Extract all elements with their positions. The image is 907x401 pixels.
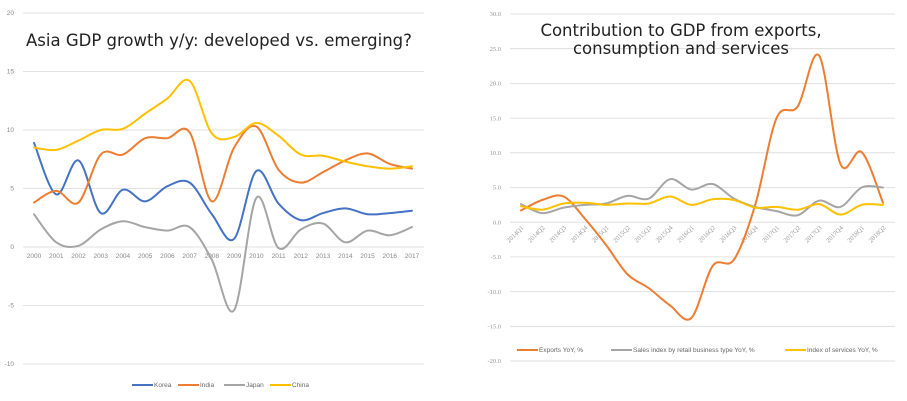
y-tick-label: 10.0: [490, 150, 501, 157]
y-tick-label: -5.0: [491, 254, 501, 261]
series-line-india: [33, 124, 413, 205]
x-tick-label: 2017Q3: [804, 225, 824, 245]
legend-item: India: [178, 382, 214, 389]
x-tick-label: 2015Q4: [655, 224, 675, 244]
x-tick-label: 2017Q2: [782, 225, 802, 245]
x-tick-label: 2004: [116, 253, 131, 260]
x-tick-label: 2003: [93, 253, 108, 260]
gdp-growth-chart: 20 15 10 5 0 -5 -10 2000 2001 2002 2003 2004 2005 200…: [0, 0, 450, 401]
legend: Exports YoY, % Sales index by retail busi…: [517, 347, 878, 354]
legend-label: China: [292, 382, 309, 389]
y-tick-label: 30.0: [490, 11, 501, 18]
y-tick-label: 10: [7, 127, 15, 134]
x-tick-label: 2009: [227, 253, 242, 260]
x-tick-label: 2010: [249, 253, 264, 260]
x-tick-label: 2016Q1: [676, 225, 696, 245]
gridlines: [510, 13, 895, 362]
y-tick-label: 5: [10, 186, 14, 193]
series-line-services: [520, 195, 884, 216]
x-tick-label: 2014Q3: [548, 225, 568, 245]
y-tick-label: 15: [7, 69, 15, 76]
series-line-retail-sales: [520, 178, 884, 217]
x-tick-label: 2014: [338, 253, 353, 260]
x-tick-label: 2011: [272, 253, 286, 260]
y-tick-label: 5.0: [493, 185, 501, 192]
chart-title-line: consumption and services: [572, 38, 790, 58]
x-tick-label: 2007: [182, 253, 197, 260]
y-tick-label: 20.0: [490, 81, 501, 88]
x-tick-label: 2018Q2: [868, 225, 888, 245]
legend-label: Japan: [246, 382, 264, 389]
x-tick-label: 2015: [360, 253, 375, 260]
legend-item: Japan: [224, 382, 264, 389]
x-tick-label: 2018Q1: [846, 225, 866, 245]
x-tick-label: 2015Q3: [633, 225, 653, 245]
x-tick-label: 2015Q1: [591, 225, 611, 245]
y-tick-label: 25.0: [490, 46, 501, 53]
legend-item: Index of services YoY, %: [785, 347, 878, 354]
legend-item: Exports YoY, %: [517, 347, 583, 354]
y-tick-label: 0: [10, 244, 14, 251]
series-line-china: [33, 78, 413, 170]
series-line-exports: [520, 53, 884, 321]
legend-item: China: [270, 382, 309, 389]
x-tick-label: 2014Q2: [527, 225, 547, 245]
legend-label: Sales index by retail business type YoY,…: [633, 347, 755, 354]
y-tick-label: 15.0: [490, 115, 501, 122]
x-tick-label: 2006: [160, 253, 175, 260]
chart-title: Contribution to GDP from exports, consump…: [455, 22, 907, 58]
gdp-contribution-chart: 30.0 25.0 20.0 15.0 10.0 5.0 0.0 -5.0 -10.0 -15.0…: [455, 0, 907, 401]
x-tick-label: 2016Q3: [719, 225, 739, 245]
legend-item: Sales index by retail business type YoY,…: [611, 347, 755, 354]
x-tick-label: 2000: [27, 253, 42, 260]
x-tick-label: 2017Q4: [825, 224, 845, 244]
x-tick-label: 2013: [316, 253, 331, 260]
y-tick-label: -5: [8, 303, 14, 310]
legend-label: Korea: [154, 382, 172, 389]
legend-label: India: [200, 382, 214, 389]
y-tick-label: -10.0: [487, 289, 501, 296]
chart-title-text: Contribution to GDP from exports, consump…: [540, 21, 821, 58]
y-tick-label: 0.0: [493, 219, 501, 226]
x-tick-label: 2002: [71, 253, 86, 260]
gdp-contribution-chart-canvas: 30.0 25.0 20.0 15.0 10.0 5.0 0.0 -5.0 -10.0 -15.0…: [487, 11, 895, 365]
gridlines: [23, 12, 424, 365]
x-tick-label: 2015Q2: [612, 225, 632, 245]
x-tick-label: 2005: [138, 253, 153, 260]
x-tick-label: 2016: [383, 253, 398, 260]
series-line-korea: [33, 141, 413, 242]
chart-title-line: Contribution to GDP from exports,: [540, 21, 822, 40]
legend: Korea India Japan China: [132, 382, 309, 389]
y-tick-label: -10: [5, 361, 15, 368]
x-tick-label: 2001: [49, 253, 64, 260]
x-tick-label: 2008: [205, 253, 220, 260]
legend-item: Korea: [132, 382, 172, 389]
x-tick-label: 2016Q2: [697, 225, 717, 245]
chart-title: Asia GDP growth y/y: developed vs. emerg…: [26, 31, 412, 50]
y-tick-label: -20.0: [487, 358, 501, 365]
x-tick-label: 2014Q4: [570, 224, 590, 244]
x-tick-label: 2014Q1: [506, 225, 526, 245]
y-tick-label: 20: [7, 10, 15, 17]
x-tick-label: 2017: [405, 253, 420, 260]
x-tick-label: 2017Q1: [761, 225, 781, 245]
y-tick-label: -15.0: [487, 324, 501, 331]
x-tick-label: 2012: [294, 253, 309, 260]
legend-label: Exports YoY, %: [539, 347, 583, 354]
legend-label: Index of services YoY, %: [807, 347, 878, 354]
series-line-japan: [33, 195, 413, 313]
